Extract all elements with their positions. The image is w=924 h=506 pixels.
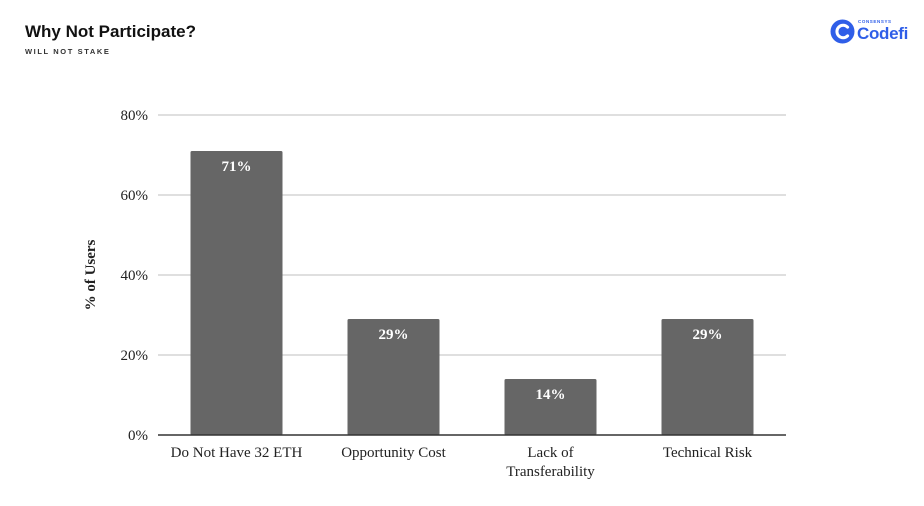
bar-data-label: 14%: [536, 387, 566, 403]
codefi-logo-icon: [830, 19, 855, 44]
chart-title: Why Not Participate?: [25, 22, 196, 41]
bars: 71% 29% 14% 29%: [190, 151, 754, 435]
x-axis-labels: Do Not Have 32 ETH Opportunity Cost Lack o…: [171, 445, 753, 480]
bar: [504, 379, 597, 435]
bar-data-label: 29%: [379, 327, 409, 343]
bar: [661, 319, 754, 435]
x-tick-label: Do Not Have 32 ETH: [171, 445, 303, 461]
bar: [347, 319, 440, 435]
logo-consensys-text: CONSENSYS: [858, 19, 892, 24]
codefi-logo: CONSENSYS Codefi: [830, 18, 910, 46]
y-tick-label: 0%: [128, 428, 148, 444]
y-axis-ticks: 0% 20% 40% 60% 80%: [121, 108, 149, 444]
y-tick-label: 80%: [121, 108, 149, 124]
bar-data-label: 71%: [222, 159, 252, 175]
bar-data-label: 29%: [693, 327, 723, 343]
x-tick-label: Technical Risk: [663, 445, 753, 461]
y-tick-label: 20%: [121, 348, 149, 364]
bar: [190, 151, 283, 435]
y-tick-label: 40%: [121, 268, 149, 284]
logo-name: Codefi: [857, 24, 909, 43]
x-tick-label: Lack of Transferability: [506, 445, 595, 480]
x-tick-label: Opportunity Cost: [341, 445, 446, 461]
chart-subtitle: WILL NOT STAKE: [25, 47, 111, 56]
y-axis-label: % of Users: [83, 239, 99, 310]
y-tick-label: 60%: [121, 188, 149, 204]
